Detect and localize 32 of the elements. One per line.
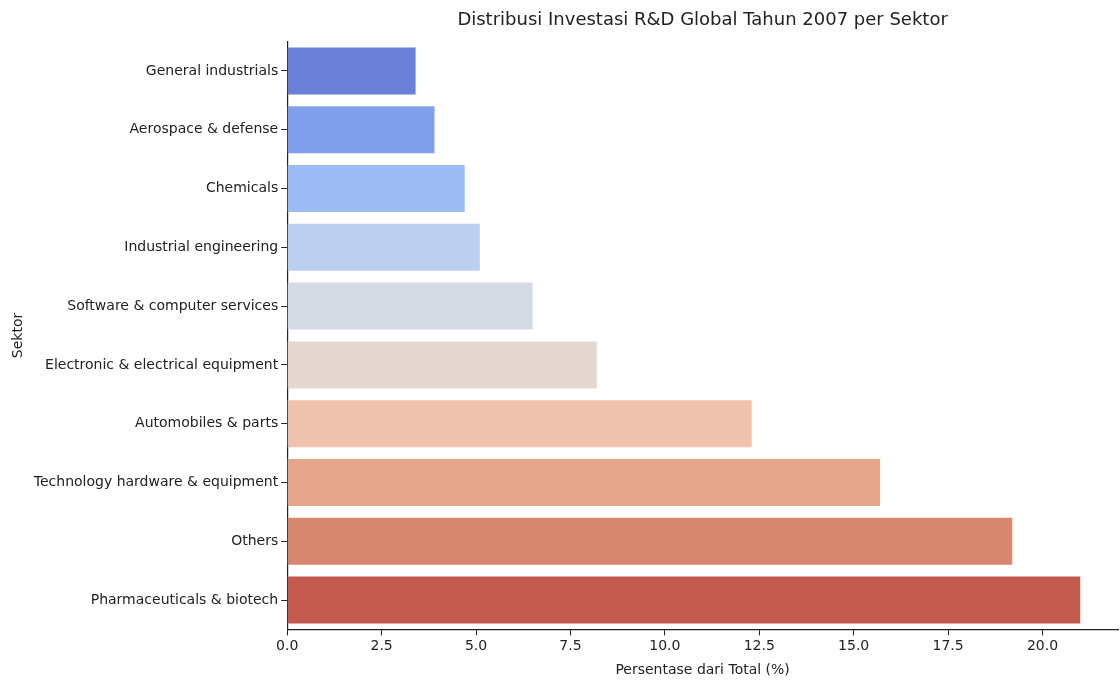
x-tick-label: 20.0	[1026, 637, 1059, 654]
bar	[287, 282, 533, 330]
bar	[287, 341, 597, 389]
y-tick-label: Others	[231, 531, 279, 548]
bar	[287, 106, 435, 154]
y-tick-label: Technology hardware & equipment	[32, 473, 279, 490]
x-axis-title: Persentase dari Total (%)	[615, 661, 790, 678]
y-tick-label: Pharmaceuticals & biotech	[90, 590, 279, 607]
y-tick-label: Automobiles & parts	[135, 414, 279, 431]
bar	[287, 458, 881, 506]
y-tick-label: Chemicals	[205, 179, 279, 196]
bar	[287, 400, 752, 448]
x-tick-label: 5.0	[464, 637, 488, 654]
bar	[287, 47, 416, 95]
x-tick-label: 17.5	[932, 637, 964, 654]
y-tick-label: Aerospace & defense	[129, 120, 279, 137]
x-tick-label: 2.5	[370, 637, 393, 654]
x-tick-label: 12.5	[743, 637, 775, 654]
bar	[287, 223, 480, 271]
y-tick-label: Electronic & electrical equipment	[45, 355, 279, 372]
bar	[287, 165, 465, 213]
chart-title: Distribusi Investasi R&D Global Tahun 2007 per Sektor	[457, 8, 949, 30]
x-tick-label: 15.0	[838, 637, 870, 654]
x-tick-label: 10.0	[649, 637, 681, 654]
y-axis-title: Sektor	[9, 312, 26, 359]
x-tick-label: 7.5	[559, 637, 582, 654]
y-tick-label: Industrial engineering	[124, 237, 279, 254]
bar	[287, 576, 1081, 624]
bar	[287, 517, 1013, 565]
y-tick-label: General industrials	[145, 61, 279, 78]
y-tick-label: Software & computer services	[67, 296, 279, 313]
x-tick-label: 0.0	[276, 637, 299, 654]
